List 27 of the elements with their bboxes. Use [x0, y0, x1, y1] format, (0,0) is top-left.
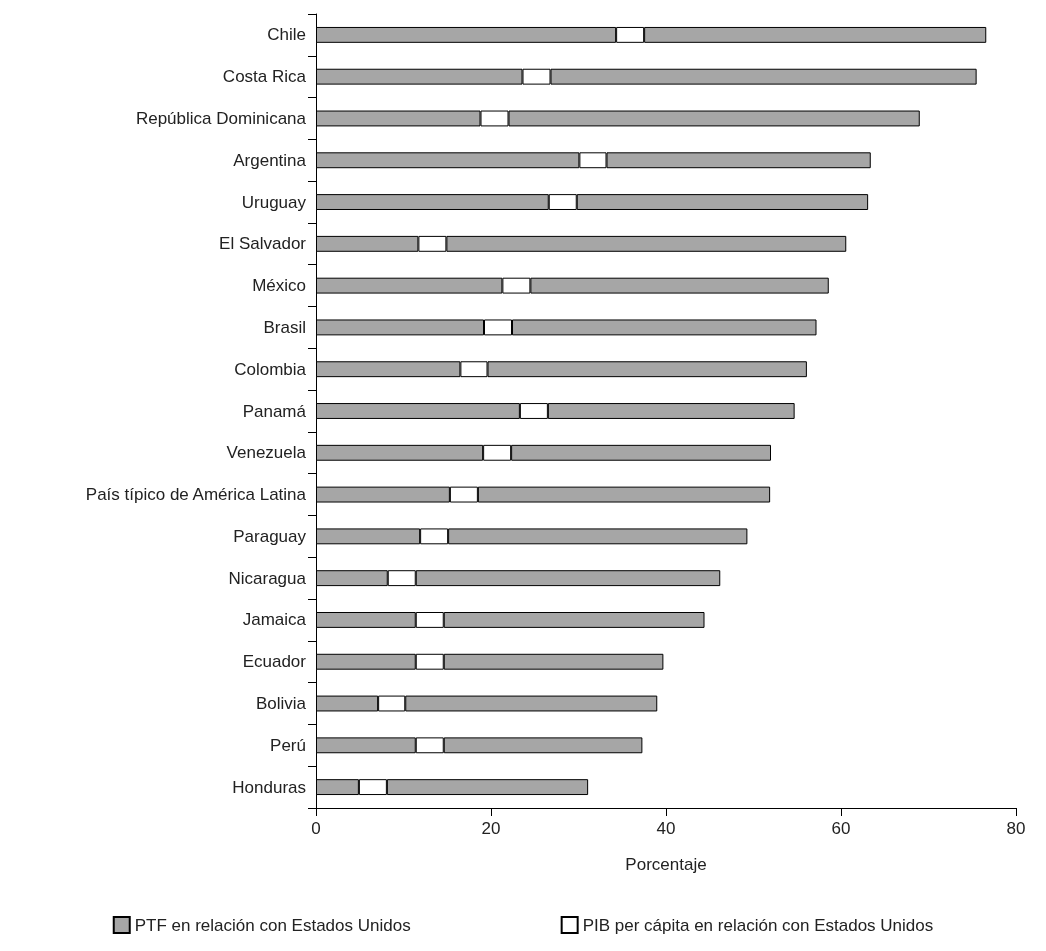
- x-tick-label: 20: [481, 819, 501, 838]
- y-tick-label: República Dominicana: [135, 108, 307, 128]
- y-tick-label: Paraguay: [233, 526, 307, 546]
- y-tick-label: Costa Rica: [222, 67, 307, 87]
- y-tick-label: Argentina: [233, 150, 307, 170]
- legend-label: PIB per cápita en relación con Estados Unidos: [582, 915, 934, 935]
- y-tick-label: Venezuela: [226, 443, 307, 463]
- y-tick-label: Uruguay: [241, 192, 307, 212]
- y-tick-label: Honduras: [232, 777, 306, 797]
- x-tick-label: 40: [656, 819, 676, 838]
- y-tick-label: Colombia: [234, 359, 307, 379]
- x-tick-label: 80: [1006, 819, 1026, 838]
- y-tick-label: País típico de América Latina: [85, 485, 307, 505]
- legend-label: PTF en relación con Estados Unidos: [134, 915, 411, 935]
- y-tick-label: Nicaragua: [228, 568, 307, 588]
- x-tick-label: 60: [831, 819, 851, 838]
- y-tick-label: Bolivia: [255, 694, 307, 714]
- y-tick-label: Perú: [270, 735, 306, 755]
- y-tick-label: Jamaica: [242, 610, 307, 630]
- x-tick-label: 0: [311, 819, 321, 838]
- y-tick-label: Brasil: [263, 317, 306, 337]
- y-tick-label: Chile: [267, 25, 306, 45]
- y-tick-label: El Salvador: [219, 234, 307, 254]
- y-tick-label: México: [252, 276, 306, 296]
- x-axis-title: Porcentaje: [625, 855, 707, 874]
- y-tick-label: Panamá: [242, 401, 307, 421]
- y-tick-label: Ecuador: [242, 652, 307, 672]
